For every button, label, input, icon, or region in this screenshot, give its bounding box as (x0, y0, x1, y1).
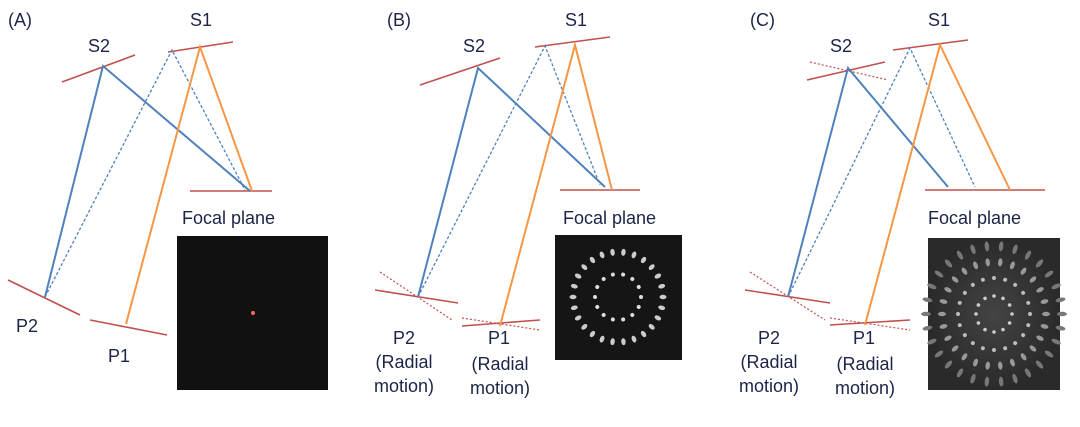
spot (992, 348, 996, 352)
spot (570, 295, 577, 299)
motion-note: (Radial motion) (365, 350, 443, 398)
motion-note: (Radial motion) (461, 352, 539, 400)
spot (593, 295, 597, 299)
figure: (A) S1 S2 Focal plane P2 P1 (B) S1 S2 Fo… (0, 0, 1080, 427)
mirror-label: S1 (565, 8, 587, 32)
ray-diagrams (0, 0, 1080, 427)
focal-plane-label: Focal plane (563, 206, 656, 230)
spot (1010, 312, 1014, 316)
motion-note: (Radial motion) (730, 350, 808, 398)
spot (992, 294, 996, 298)
panel-a-optics (8, 42, 328, 390)
mirror-label: S2 (88, 34, 110, 58)
mirror-label: P2 (758, 326, 780, 350)
mirror-label: S2 (830, 34, 852, 58)
panel-label: (A) (8, 8, 32, 32)
motion-note: (Radial motion) (826, 352, 904, 400)
mirror-label: P1 (488, 326, 510, 350)
panel-b-optics (375, 37, 682, 360)
spot (1028, 312, 1032, 316)
panel-label: (B) (387, 8, 411, 32)
mirror-label: S1 (928, 8, 950, 32)
spot (974, 312, 978, 316)
mirror-label: P1 (108, 344, 130, 368)
mirror-label: S2 (463, 34, 485, 58)
spot (956, 312, 960, 316)
panel-label: (C) (750, 8, 775, 32)
spot (992, 276, 996, 280)
mirror-label: S1 (190, 8, 212, 32)
spot (992, 330, 996, 334)
spot (660, 295, 667, 299)
spot (639, 295, 643, 299)
mirror-label: P2 (393, 326, 415, 350)
spot (921, 312, 931, 316)
focal-plane-label: Focal plane (182, 206, 275, 230)
focal-plane-label: Focal plane (928, 206, 1021, 230)
spot (1057, 312, 1067, 316)
mirror-label: P2 (16, 314, 38, 338)
mirror-label: P1 (853, 326, 875, 350)
spot (1042, 312, 1050, 316)
spot (938, 312, 946, 316)
